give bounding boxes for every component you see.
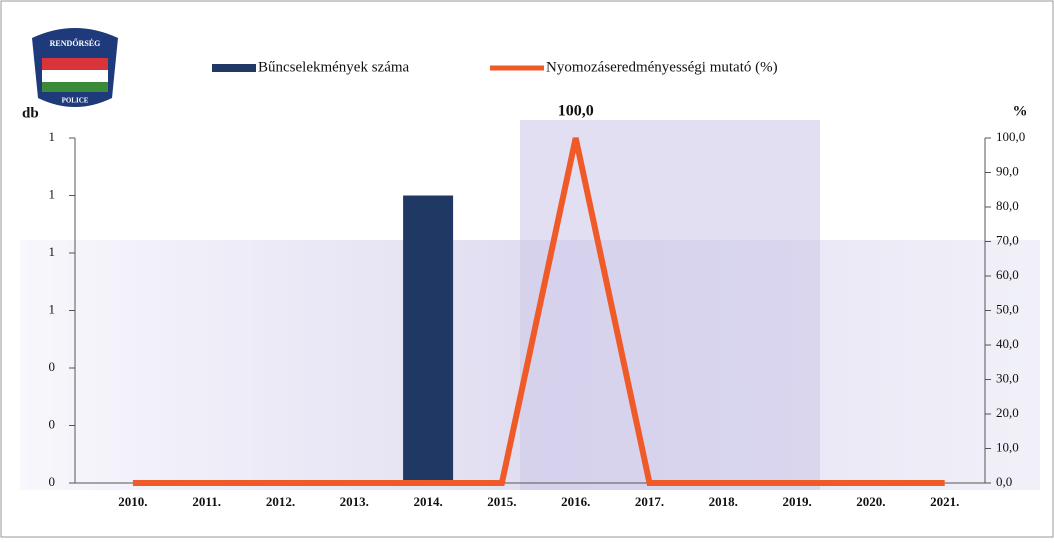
- y2-tick-label: 70,0: [996, 232, 1019, 247]
- x-tick-label: 2011.: [192, 494, 221, 509]
- logo-text: POLICE: [62, 97, 89, 105]
- data-label: 100,0: [558, 103, 594, 120]
- y-tick-label: 1: [49, 129, 56, 144]
- y2-tick-label: 90,0: [996, 163, 1019, 178]
- bar: [403, 195, 454, 483]
- x-tick-label: 2010.: [118, 494, 147, 509]
- legend-label: Nyomozáseredményességi mutató (%): [546, 59, 778, 75]
- x-tick-label: 2015.: [487, 494, 516, 509]
- y-tick-label: 0: [49, 474, 56, 489]
- legend-swatch: [212, 64, 256, 72]
- y-tick-label: 1: [49, 186, 56, 201]
- background-building: [520, 120, 820, 490]
- x-tick-label: 2020.: [856, 494, 885, 509]
- y2-tick-label: 60,0: [996, 267, 1019, 282]
- y2-tick-label: 10,0: [996, 439, 1019, 454]
- y2-tick-label: 80,0: [996, 198, 1019, 213]
- x-tick-label: 2016.: [561, 494, 590, 509]
- x-tick-label: 2014.: [413, 494, 442, 509]
- x-tick-label: 2013.: [340, 494, 369, 509]
- line: [132, 137, 945, 486]
- logo: RENDŐRSÉG POLICE: [32, 28, 118, 107]
- y2-tick-label: 30,0: [996, 370, 1019, 385]
- y-tick-label: 0: [49, 359, 56, 374]
- logo-stripe: [42, 70, 108, 82]
- y-axis-label: db: [22, 105, 39, 121]
- y2-tick-label: 100,0: [996, 129, 1025, 144]
- x-tick-label: 2021.: [930, 494, 959, 509]
- y2-axis-label: %: [1013, 103, 1028, 119]
- logo-text: RENDŐRSÉG: [50, 38, 101, 48]
- x-tick-label: 2018.: [709, 494, 738, 509]
- legend-label: Bűncselekmények száma: [258, 59, 410, 75]
- y-tick-label: 1: [49, 301, 56, 316]
- logo-stripe: [42, 82, 108, 92]
- y-tick-label: 0: [49, 416, 56, 431]
- logo-stripe: [42, 58, 108, 70]
- x-tick-label: 2019.: [782, 494, 811, 509]
- y2-tick-label: 40,0: [996, 336, 1019, 351]
- x-tick-label: 2012.: [266, 494, 295, 509]
- y2-tick-label: 20,0: [996, 405, 1019, 420]
- y2-tick-label: 0,0: [996, 474, 1012, 489]
- x-tick-label: 2017.: [635, 494, 664, 509]
- y-tick-label: 1: [49, 244, 56, 259]
- y2-tick-label: 50,0: [996, 301, 1019, 316]
